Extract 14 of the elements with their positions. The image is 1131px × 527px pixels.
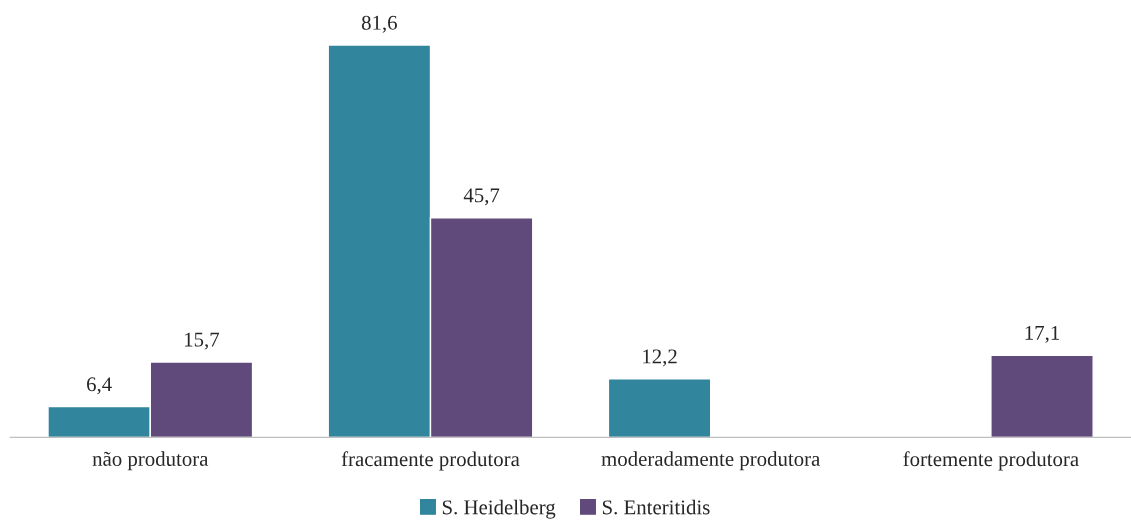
data-label: 17,1 xyxy=(1025,325,1060,343)
data-label: 45,7 xyxy=(463,188,500,206)
x-tick-label: fortemente produtora xyxy=(903,451,1079,471)
x-tick-label: fracamente produtora xyxy=(341,451,520,471)
data-label: 15,7 xyxy=(185,332,220,350)
bar xyxy=(607,378,712,438)
legend-label: S. Heidelberg xyxy=(442,499,556,519)
data-label: 6,4 xyxy=(87,377,112,395)
legend-label: S. Enteritidis xyxy=(602,499,710,515)
x-tick-label: moderadamente produtora xyxy=(601,451,821,471)
x-tick-label: não produtora xyxy=(92,451,209,471)
bar xyxy=(990,354,1094,438)
data-label: 81,6 xyxy=(361,15,397,33)
data-label: 12,2 xyxy=(643,349,677,367)
